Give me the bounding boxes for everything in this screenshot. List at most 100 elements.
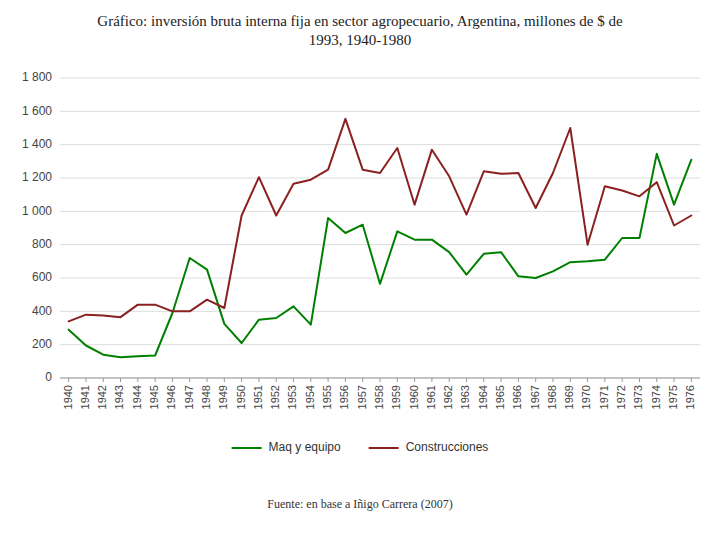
x-tick-label: 1968 — [546, 385, 558, 409]
grid-line — [60, 78, 700, 79]
x-tick-label: 1960 — [408, 385, 420, 409]
grid-line — [60, 278, 700, 279]
y-tick-label: 0 — [45, 370, 52, 384]
x-tick-label: 1954 — [304, 385, 316, 409]
title: Gráfico: inversión bruta interna fija en… — [97, 13, 623, 48]
x-tick — [518, 378, 519, 382]
grid-line — [60, 244, 700, 245]
x-tick — [103, 378, 104, 382]
y-tick-label: 1 800 — [22, 70, 52, 84]
x-tick-label: 1950 — [235, 385, 247, 409]
x-tick — [674, 378, 675, 382]
grid-line — [60, 344, 700, 345]
x-tick-label: 1943 — [113, 385, 125, 409]
x-tick — [483, 378, 484, 382]
x-tick — [207, 378, 208, 382]
x-tick — [570, 378, 571, 382]
grid-line — [60, 211, 700, 212]
y-tick-label: 800 — [32, 237, 52, 251]
x-tick — [293, 378, 294, 382]
x-tick-label: 1973 — [632, 385, 644, 409]
x-tick — [656, 378, 657, 382]
x-tick — [397, 378, 398, 382]
x-tick — [639, 378, 640, 382]
x-tick — [258, 378, 259, 382]
x-tick — [604, 378, 605, 382]
x-tick-label: 1955 — [321, 385, 333, 409]
x-tick — [622, 378, 623, 382]
series-line — [69, 119, 692, 321]
x-tick — [431, 378, 432, 382]
series-line — [69, 154, 692, 357]
x-tick-label: 1976 — [684, 385, 696, 409]
legend-swatch — [232, 447, 262, 449]
y-tick-label: 1 600 — [22, 104, 52, 118]
grid-line — [60, 178, 700, 179]
x-tick-label: 1944 — [131, 385, 143, 409]
x-tick-label: 1959 — [390, 385, 402, 409]
x-tick-label: 1974 — [650, 385, 662, 409]
legend: Maq y equipo Construcciones — [232, 440, 489, 454]
x-tick — [137, 378, 138, 382]
x-tick — [587, 378, 588, 382]
x-tick — [68, 378, 69, 382]
footnote: Fuente: en base a Iñigo Carrera (2007) — [267, 497, 452, 511]
x-tick-label: 1957 — [356, 385, 368, 409]
y-tick-label: 1 000 — [22, 204, 52, 218]
x-tick-label: 1966 — [511, 385, 523, 409]
x-tick — [224, 378, 225, 382]
x-tick-label: 1961 — [425, 385, 437, 409]
x-tick-label: 1947 — [183, 385, 195, 409]
x-tick-label: 1962 — [442, 385, 454, 409]
legend-swatch — [369, 447, 399, 449]
x-tick-label: 1948 — [200, 385, 212, 409]
x-tick-label: 1941 — [79, 385, 91, 409]
x-tick-label: 1967 — [529, 385, 541, 409]
y-tick-label: 1 200 — [22, 170, 52, 184]
x-tick-label: 1964 — [477, 385, 489, 409]
x-tick — [85, 378, 86, 382]
x-tick — [501, 378, 502, 382]
x-tick — [310, 378, 311, 382]
x-tick-label: 1975 — [667, 385, 679, 409]
y-tick-label: 200 — [32, 337, 52, 351]
chart: Gráfico: inversión bruta interna fija en… — [0, 0, 720, 540]
x-tick — [380, 378, 381, 382]
x-tick-label: 1969 — [563, 385, 575, 409]
y-axis: 0 200 400 600 800 1 000 1 200 1 400 1 600 1 800 — [22, 70, 700, 384]
x-tick — [552, 378, 553, 382]
x-tick-label: 1972 — [615, 385, 627, 409]
legend-label: Maq y equipo — [269, 440, 341, 454]
x-tick — [328, 378, 329, 382]
x-tick-label: 1945 — [148, 385, 160, 409]
legend-item: Construcciones — [369, 440, 489, 454]
legend-item: Maq y equipo — [232, 440, 341, 454]
y-tick-label: 600 — [32, 270, 52, 284]
x-tick — [172, 378, 173, 382]
x-tick-label: 1971 — [598, 385, 610, 409]
x-tick — [241, 378, 242, 382]
x-tick-label: 1942 — [96, 385, 108, 409]
x-tick — [362, 378, 363, 382]
x-tick-label: 1963 — [459, 385, 471, 409]
x-tick-label: 1965 — [494, 385, 506, 409]
x-tick-label: 1952 — [269, 385, 281, 409]
x-tick-label: 1946 — [165, 385, 177, 409]
x-tick-label: 1958 — [373, 385, 385, 409]
x-tick — [345, 378, 346, 382]
x-tick — [466, 378, 467, 382]
grid-line — [60, 144, 700, 145]
x-tick-label: 1949 — [217, 385, 229, 409]
x-tick-label: 1953 — [286, 385, 298, 409]
x-tick — [691, 378, 692, 382]
x-tick — [155, 378, 156, 382]
x-axis: 1940 1941 1942 1943 1944 1945 1946 1947 1948 1949… — [60, 378, 700, 409]
y-tick-label: 400 — [32, 304, 52, 318]
x-tick — [535, 378, 536, 382]
y-tick-label: 1 400 — [22, 137, 52, 151]
x-tick — [189, 378, 190, 382]
x-tick-label: 1956 — [338, 385, 350, 409]
legend-label: Construcciones — [406, 440, 489, 454]
x-tick-label: 1940 — [62, 385, 74, 409]
plot-area — [69, 119, 692, 357]
